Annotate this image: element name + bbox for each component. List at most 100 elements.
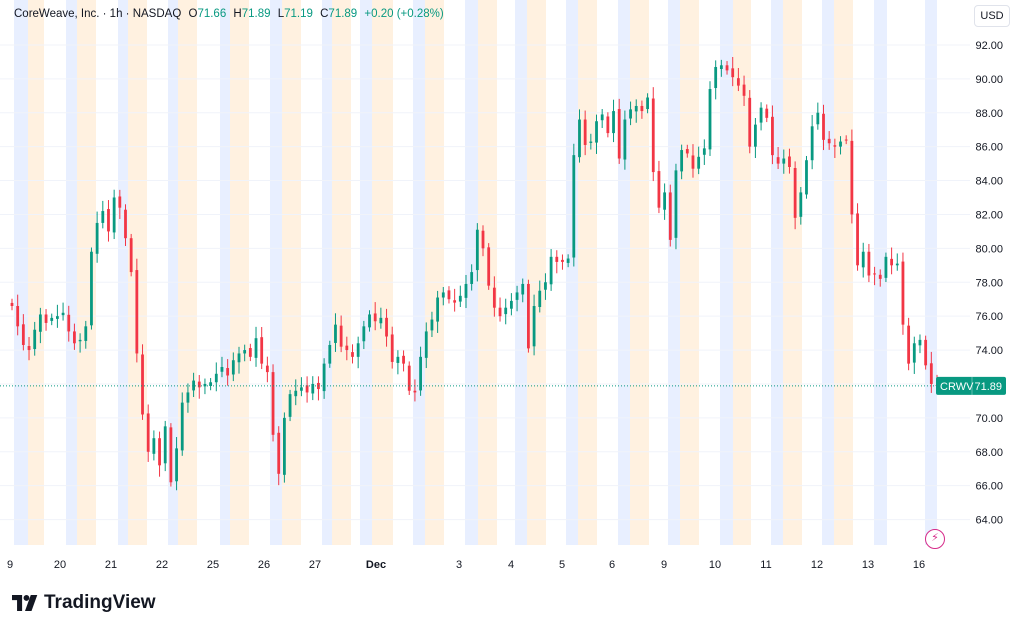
- candle-body: [300, 387, 303, 391]
- candle-body: [248, 348, 252, 357]
- candle-body: [833, 145, 837, 147]
- candle-body: [220, 367, 224, 372]
- candle-body: [538, 290, 542, 308]
- x-tick-label: 12: [811, 559, 823, 571]
- y-tick-label: 86.00: [975, 142, 1003, 154]
- candle-body: [623, 119, 627, 160]
- candle-body: [345, 345, 349, 351]
- candle-body: [277, 432, 281, 474]
- candle-body: [606, 116, 610, 134]
- candle-body: [600, 114, 604, 121]
- candle-body: [663, 192, 667, 210]
- candle-body: [38, 314, 42, 332]
- change-value: +0.20 (+0.28%): [364, 8, 444, 20]
- candle-body: [708, 89, 712, 150]
- candle-body: [788, 156, 791, 167]
- candle-body: [186, 392, 190, 403]
- session-band-post: [178, 0, 197, 545]
- candle-body: [243, 350, 247, 354]
- x-tick-label: Dec: [366, 559, 386, 571]
- candle-body: [10, 302, 14, 306]
- y-tick-label: 64.00: [975, 515, 1003, 527]
- candle-body: [657, 171, 661, 208]
- candle-body: [169, 427, 173, 483]
- candle-body: [44, 314, 48, 323]
- candle-body: [691, 155, 695, 169]
- candle-body: [504, 307, 508, 315]
- session-band-pre: [771, 0, 783, 545]
- y-tick-label: 82.00: [975, 209, 1003, 221]
- candle-body: [78, 339, 82, 342]
- session-band-post: [28, 0, 44, 545]
- x-tick-label: 9: [661, 559, 667, 571]
- candle-body: [646, 97, 649, 110]
- candle-body: [515, 292, 519, 300]
- candle-body: [129, 238, 133, 273]
- candle-body: [884, 256, 888, 278]
- session-band-pre: [668, 0, 680, 545]
- candle-body: [918, 339, 922, 346]
- candle-body: [16, 305, 20, 327]
- candle-body: [112, 197, 116, 233]
- candle-body: [33, 329, 37, 350]
- candle-body: [612, 111, 615, 134]
- candle-body: [271, 372, 275, 435]
- price-tag-ticker: CRWV: [940, 381, 974, 393]
- candle-body: [702, 148, 706, 155]
- candle-body: [90, 251, 93, 326]
- price-tag-value: 71.89: [974, 381, 1002, 393]
- low-value: 71.19: [284, 8, 313, 20]
- session-band-post: [834, 0, 853, 545]
- candle-body: [441, 292, 445, 298]
- session-band-pre: [515, 0, 527, 545]
- candle-body: [549, 256, 553, 285]
- candle-body: [680, 150, 684, 172]
- tradingview-logo[interactable]: TradingView: [12, 592, 156, 614]
- candle-body: [464, 283, 468, 298]
- candle-body: [793, 168, 797, 218]
- session-band-pre: [566, 0, 578, 545]
- candle-body: [146, 413, 150, 452]
- lightning-icon[interactable]: ⚡: [925, 529, 945, 549]
- session-band-pre: [822, 0, 834, 545]
- session-band-post: [527, 0, 546, 545]
- candle-body: [901, 261, 905, 325]
- y-tick-label: 88.00: [975, 108, 1003, 120]
- candle-body: [878, 274, 882, 279]
- candle-body: [714, 66, 718, 89]
- candle-body: [288, 394, 292, 417]
- candle-body: [674, 170, 678, 238]
- candle-body: [294, 390, 298, 397]
- candle-body: [436, 297, 440, 322]
- candle-body: [566, 258, 570, 263]
- candle-body: [827, 138, 831, 144]
- candle-body: [322, 363, 326, 392]
- candle-body: [453, 300, 457, 303]
- candle-body: [617, 109, 621, 159]
- candle-body: [311, 383, 315, 394]
- session-band-post: [425, 0, 444, 545]
- candle-body: [578, 119, 581, 158]
- candle-body: [509, 300, 513, 309]
- candle-body: [458, 295, 462, 302]
- session-band-post: [77, 0, 96, 545]
- session-band-pre: [720, 0, 733, 545]
- close-value: 71.89: [328, 8, 358, 20]
- candle-body: [799, 192, 803, 217]
- candle-body: [203, 383, 207, 387]
- candle-body: [810, 126, 814, 161]
- currency-button[interactable]: USD: [974, 5, 1010, 27]
- candle-body: [719, 65, 723, 70]
- candle-body: [651, 98, 655, 173]
- candle-body: [595, 121, 598, 143]
- candle-body: [867, 251, 871, 276]
- y-tick-label: 68.00: [975, 447, 1003, 459]
- session-band-pre: [322, 0, 332, 545]
- candle-body: [305, 385, 309, 393]
- candle-body: [55, 316, 59, 319]
- session-band-pre: [118, 0, 128, 545]
- candle-body: [197, 381, 201, 388]
- candle-body: [265, 365, 269, 373]
- candle-body: [385, 317, 388, 337]
